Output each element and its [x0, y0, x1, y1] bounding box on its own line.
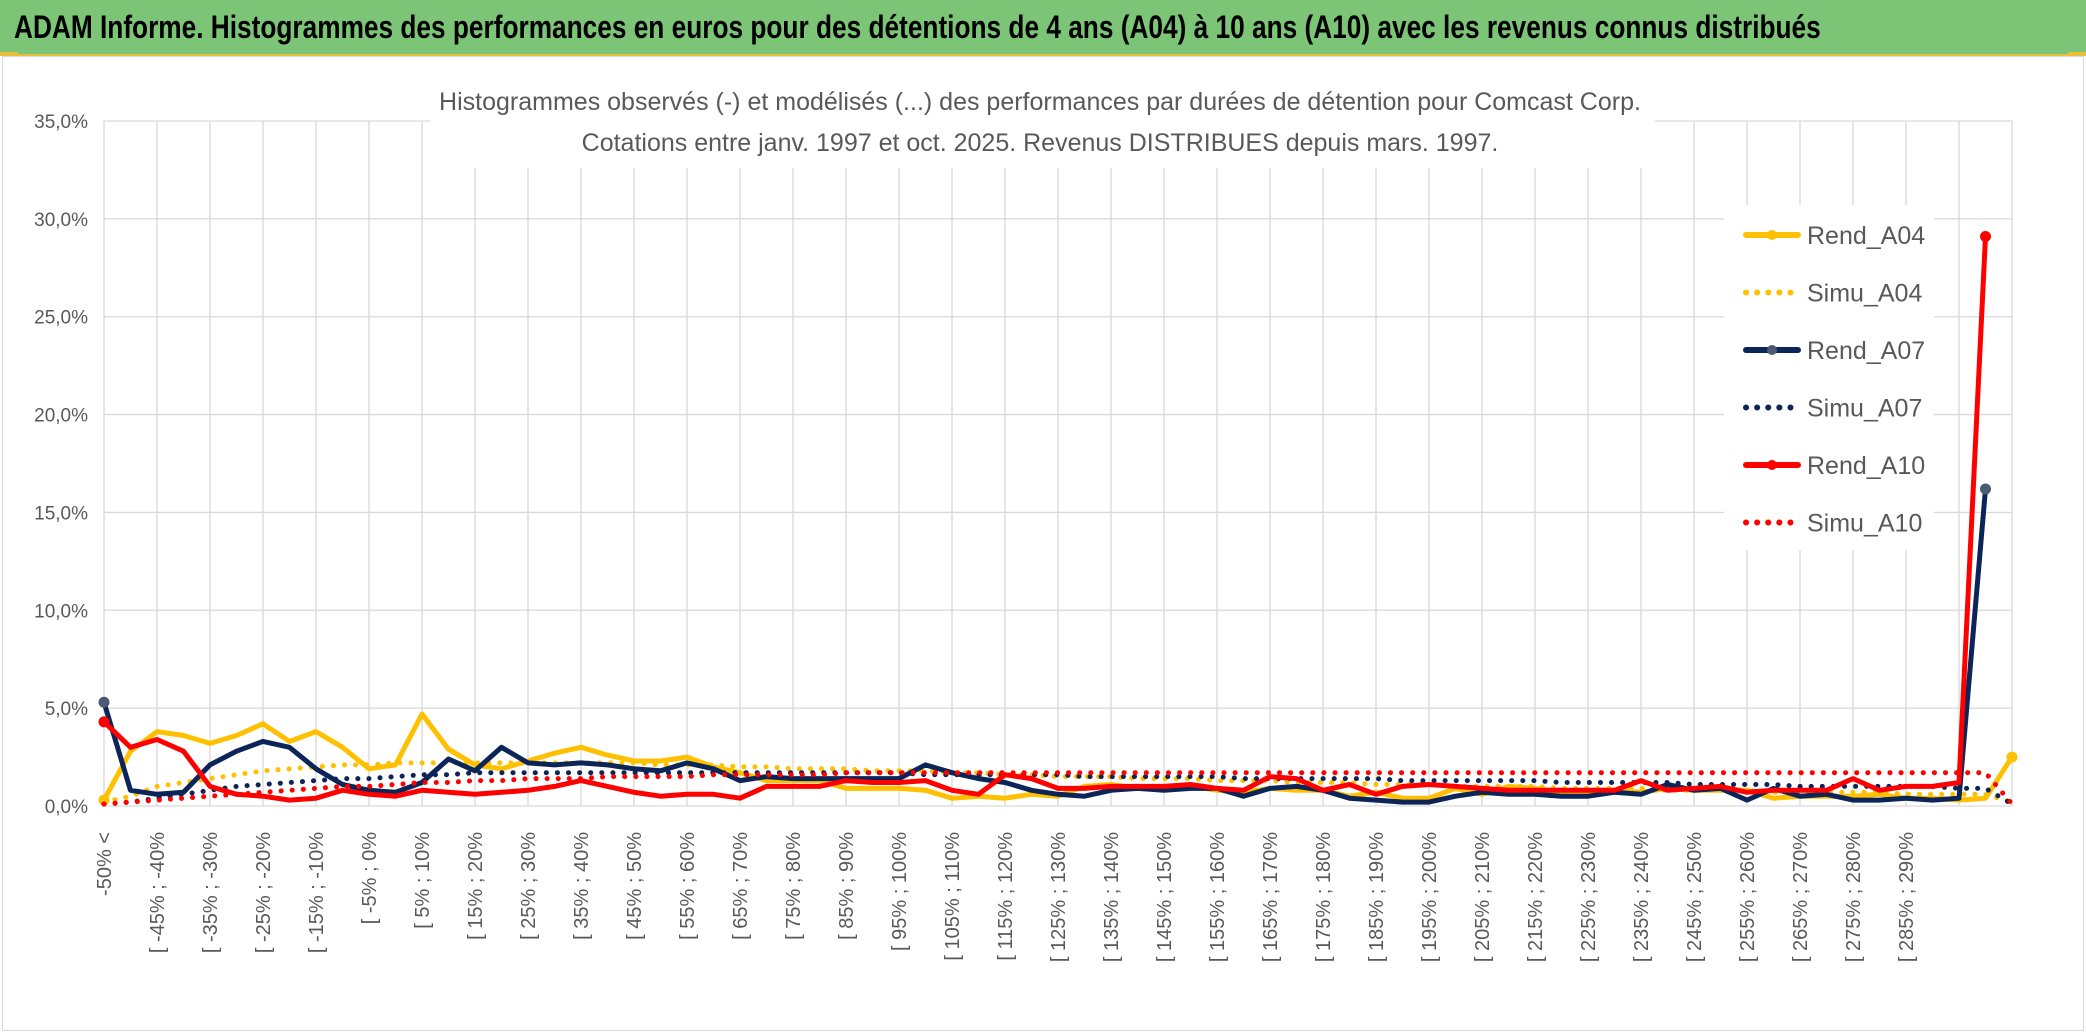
x-tick-label: [ 235% ; 240%: [1631, 832, 1653, 962]
x-tick-label: [ 115% ; 120%: [995, 832, 1017, 961]
legend-marker-Rend_A10: [1767, 460, 1777, 470]
x-tick-label: [ 215% ; 220%: [1525, 832, 1547, 962]
series-marker-Rend_A10: [98, 716, 110, 728]
chart-title-background: [430, 78, 1655, 168]
x-tick-label: [ 155% ; 160%: [1207, 832, 1229, 962]
x-tick-label: [ 35% ; 40%: [571, 832, 593, 940]
x-tick-label: [ 85% ; 90%: [836, 832, 858, 940]
x-tick-label: [ -15% ; -10%: [306, 832, 328, 953]
chart-title: Histogrammes observés (-) et modélisés (…: [439, 88, 1641, 116]
x-tick-label: [ 65% ; 70%: [730, 832, 752, 940]
x-tick-label: [ 285% ; 290%: [1896, 832, 1918, 962]
x-tick-label: [ -25% ; -20%: [253, 832, 275, 953]
series-marker-Rend_A04: [2006, 751, 2018, 763]
chart-area: [2, 56, 2084, 1031]
x-tick-label: [ 95% ; 100%: [889, 832, 911, 951]
y-tick-label: 15,0%: [34, 503, 88, 524]
corner-accent: [0, 52, 18, 56]
legend-label-Simu_A10: Simu_A10: [1807, 510, 1922, 538]
y-tick-label: 5,0%: [45, 699, 88, 720]
legend-label-Simu_A07: Simu_A07: [1807, 395, 1922, 423]
legend-marker-Rend_A04: [1767, 230, 1777, 240]
x-tick-label: [ 265% ; 270%: [1790, 832, 1812, 962]
x-tick-label: [ 55% ; 60%: [677, 832, 699, 940]
x-tick-label: [ 195% ; 200%: [1419, 832, 1441, 962]
chart-subtitle: Cotations entre janv. 1997 et oct. 2025.…: [582, 129, 1499, 157]
x-tick-label: [ 75% ; 80%: [783, 832, 805, 940]
y-tick-label: 35,0%: [34, 112, 88, 133]
series-line-Simu_A10: [101, 770, 2015, 807]
series-marker-Rend_A07: [1980, 483, 1991, 495]
x-tick-label: [ 175% ; 180%: [1313, 832, 1335, 962]
series-line-Simu_A04: [101, 760, 2015, 805]
x-tick-label: -50% <: [94, 832, 116, 896]
report-title: ADAM Informe. Histogrammes des performan…: [14, 9, 1821, 45]
x-tick-label: [ 205% ; 210%: [1472, 832, 1494, 962]
series-line-Rend_A10: [101, 234, 1988, 803]
x-tick-label: [ 15% ; 20%: [465, 832, 487, 940]
x-tick-label: [ 125% ; 130%: [1048, 832, 1070, 962]
x-tick-label: [ 5% ; 10%: [412, 832, 434, 929]
legend: Rend_A04 Simu_A04 Rend_A07 Simu_A07 Rend_A10…: [1724, 205, 1934, 550]
x-tick-label: [ 135% ; 140%: [1101, 832, 1123, 962]
y-tick-label: 10,0%: [34, 601, 88, 622]
y-tick-label: 30,0%: [34, 210, 88, 231]
x-tick-label: [ 275% ; 280%: [1843, 832, 1865, 962]
y-tick-label: 20,0%: [34, 406, 88, 427]
series-group: [98, 230, 2018, 807]
legend-marker-Rend_A07: [1767, 345, 1777, 355]
x-tick-label: [ 225% ; 230%: [1578, 832, 1600, 962]
x-tick-label: [ 255% ; 260%: [1737, 832, 1759, 962]
gridlines: [103, 120, 2013, 807]
series-marker-Rend_A10: [1980, 230, 1991, 242]
x-tick-label: [ 165% ; 170%: [1260, 832, 1282, 962]
legend-label-Rend_A04: Rend_A04: [1807, 222, 1925, 250]
x-tick-label: [ -45% ; -40%: [147, 832, 169, 953]
x-tick-label: [ 245% ; 250%: [1684, 832, 1706, 962]
x-tick-label: [ 185% ; 190%: [1366, 832, 1388, 962]
legend-box: [1724, 205, 1934, 550]
y-axis: 0,0% 5,0% 10,0% 15,0% 20,0% 25,0% 30,0% 35,0%: [34, 112, 88, 818]
legend-label-Rend_A10: Rend_A10: [1807, 452, 1925, 480]
x-tick-label: [ 25% ; 30%: [518, 832, 540, 940]
x-tick-label: [ -35% ; -30%: [200, 832, 222, 953]
report-header: ADAM Informe. Histogrammes des performan…: [0, 0, 2086, 56]
x-tick-label: [ 45% ; 50%: [624, 832, 646, 940]
legend-label-Rend_A07: Rend_A07: [1807, 337, 1925, 365]
x-axis: -50% < [ -45% ; -40% [ -35% ; -30% [ -25% ;…: [94, 832, 1918, 962]
y-tick-label: 0,0%: [45, 797, 88, 818]
x-tick-label: [ 145% ; 150%: [1154, 832, 1176, 962]
x-tick-label: [ 105% ; 110%: [942, 832, 964, 961]
series-line-Rend_A07: [101, 486, 1988, 805]
y-tick-label: 25,0%: [34, 308, 88, 329]
series-marker-Rend_A07: [98, 696, 110, 708]
corner-accent: [2068, 52, 2086, 56]
x-tick-label: [ -5% ; 0%: [359, 832, 381, 924]
legend-label-Simu_A04: Simu_A04: [1807, 280, 1922, 308]
